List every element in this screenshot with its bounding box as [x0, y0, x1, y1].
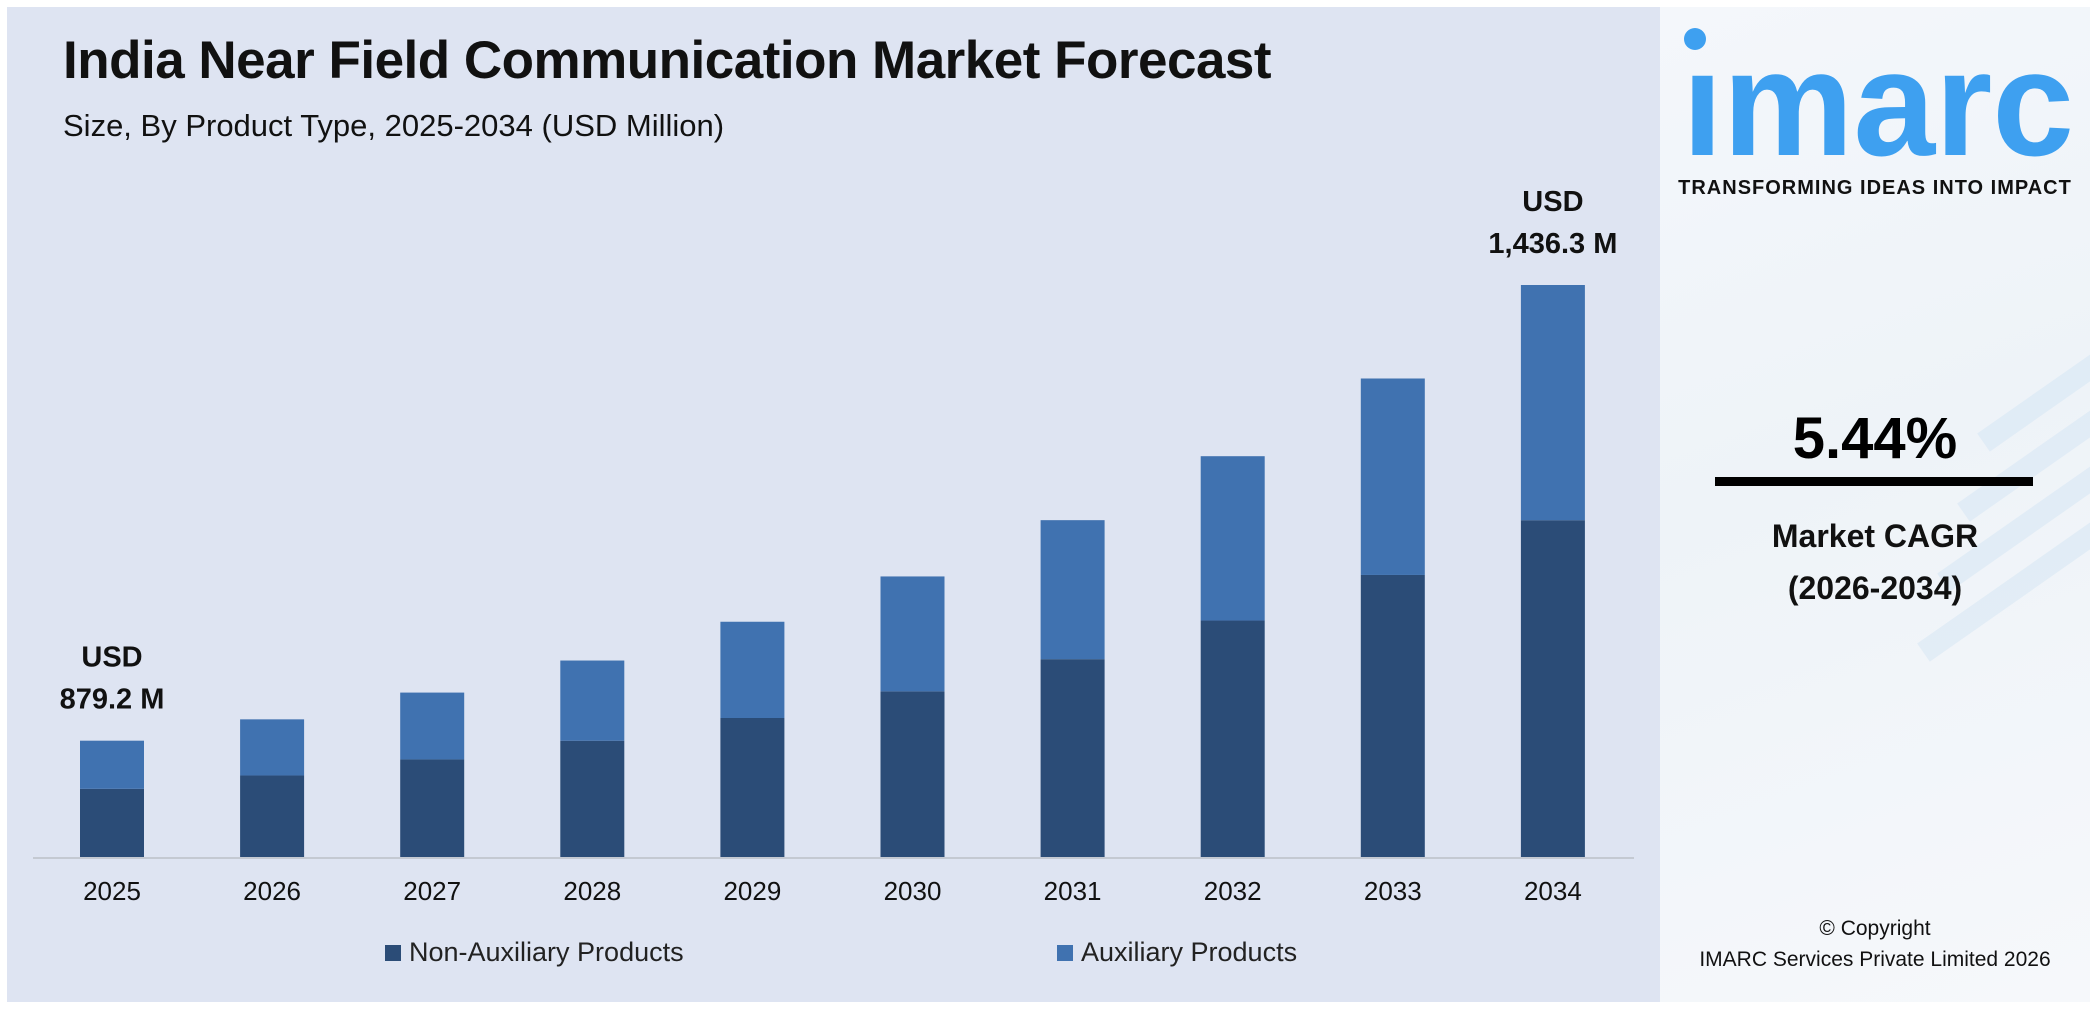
legend-label: Auxiliary Products [1081, 937, 1298, 967]
cagr-value: 5.44% [1792, 406, 1958, 471]
bar-auxiliary-2026 [240, 719, 305, 776]
bar-chart: 2025 2026 2027 2028 2029 2030 2031 2032 2033 2034… [33, 186, 1634, 906]
bar-non-auxiliary-2034 [1520, 520, 1585, 857]
bar-auxiliary-2032 [1200, 456, 1265, 621]
brand-tagline: TRANSFORMING IDEAS INTO IMPACT [1678, 177, 2072, 199]
data-label-currency: USD [1522, 186, 1583, 218]
legend-item-non-auxiliary: Non-Auxiliary Products [385, 937, 684, 968]
legend-swatch-non-auxiliary [385, 944, 401, 961]
cagr-label: Market CAGR (2026-2034) [1660, 510, 2090, 614]
legend-swatch-auxiliary [1057, 944, 1073, 961]
bar-non-auxiliary-2029 [720, 718, 785, 857]
x-tick-label: 2030 [884, 876, 942, 906]
x-tick-label: 2033 [1364, 876, 1422, 906]
copyright: © Copyright IMARC Services Private Limit… [1660, 913, 2090, 975]
cagr-period: (2026-2034) [1787, 570, 1963, 606]
chart-title: India Near Field Communication Market Fo… [63, 31, 1272, 90]
bar-non-auxiliary-2031 [1040, 659, 1105, 857]
x-tick-label: 2026 [243, 876, 301, 906]
bar-auxiliary-2027 [400, 692, 465, 760]
bar-auxiliary-2031 [1040, 520, 1105, 660]
bar-auxiliary-2028 [560, 660, 625, 741]
bar-non-auxiliary-2028 [560, 740, 625, 857]
copyright-line2: IMARC Services Private Limited 2026 [1699, 948, 2051, 971]
imarc-logo: ımarc [1682, 27, 2074, 167]
cagr-label-text: Market CAGR [1771, 518, 1979, 554]
bar-non-auxiliary-2025 [80, 788, 144, 857]
chart-subtitle: Size, By Product Type, 2025-2034 (USD Mi… [63, 108, 725, 143]
bar-non-auxiliary-2027 [400, 759, 465, 857]
x-tick-label: 2029 [723, 876, 781, 906]
svg-text:ımarc: ımarc [1682, 27, 2074, 167]
bar-auxiliary-2030 [880, 576, 945, 692]
x-tick-label: 2031 [1044, 876, 1102, 906]
data-label-value: 879.2 M [60, 684, 165, 716]
bar-non-auxiliary-2026 [240, 775, 305, 857]
bar-auxiliary-2034 [1520, 285, 1585, 521]
data-label-value: 1,436.3 M [1488, 228, 1617, 260]
bar-auxiliary-2025 [80, 740, 144, 789]
copyright-line1: © Copyright [1819, 917, 1931, 940]
bar-non-auxiliary-2033 [1360, 574, 1425, 857]
data-label-currency: USD [81, 642, 142, 674]
x-tick-label: 2025 [83, 876, 141, 906]
divider [1715, 477, 2033, 486]
x-tick-label: 2028 [563, 876, 621, 906]
bar-non-auxiliary-2032 [1200, 620, 1265, 857]
side-panel: ımarc TRANSFORMING IDEAS INTO IMPACT 5.4… [1660, 7, 2090, 1002]
bar-non-auxiliary-2030 [880, 691, 945, 857]
x-tick-label: 2027 [403, 876, 461, 906]
legend-label: Non-Auxiliary Products [409, 937, 684, 967]
bar-auxiliary-2029 [720, 621, 785, 719]
bar-auxiliary-2033 [1360, 378, 1425, 575]
legend-item-auxiliary: Auxiliary Products [1057, 937, 1297, 968]
x-tick-label: 2032 [1204, 876, 1262, 906]
x-tick-label: 2034 [1524, 876, 1582, 906]
